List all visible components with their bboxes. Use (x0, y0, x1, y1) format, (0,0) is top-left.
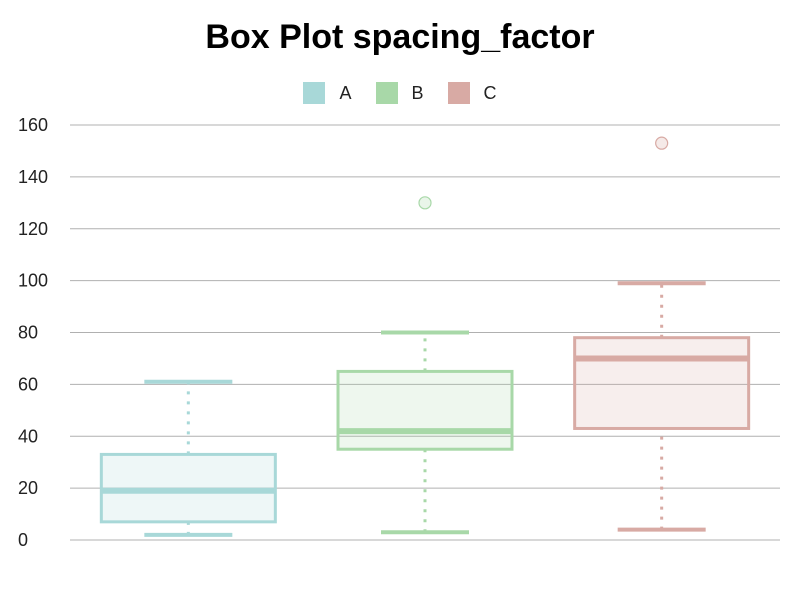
legend-label: A (339, 82, 352, 103)
legend-item-b: B (375, 82, 424, 104)
y-tick-label: 120 (18, 219, 48, 239)
y-tick-label: 40 (18, 426, 38, 446)
y-tick-label: 60 (18, 374, 38, 394)
y-tick-label: 160 (18, 115, 48, 135)
legend-label: C (483, 82, 497, 103)
y-tick-label: 80 (18, 323, 38, 343)
legend: A B C (0, 80, 800, 106)
y-tick-label: 20 (18, 478, 38, 498)
legend-swatch (375, 82, 398, 104)
legend-label: B (411, 82, 424, 103)
outlier-b (418, 196, 432, 210)
y-tick-label: 140 (18, 167, 48, 187)
legend-item-a: A (303, 82, 352, 104)
outlier-c (655, 136, 669, 150)
box-c (573, 336, 751, 430)
y-tick-label: 0 (18, 530, 28, 550)
legend-swatch (447, 82, 470, 104)
y-tick-label: 100 (18, 271, 48, 291)
chart-title: Box Plot spacing_factor (205, 18, 595, 56)
box-b (336, 369, 514, 451)
legend-swatch (303, 82, 326, 104)
legend-item-c: C (447, 82, 497, 104)
